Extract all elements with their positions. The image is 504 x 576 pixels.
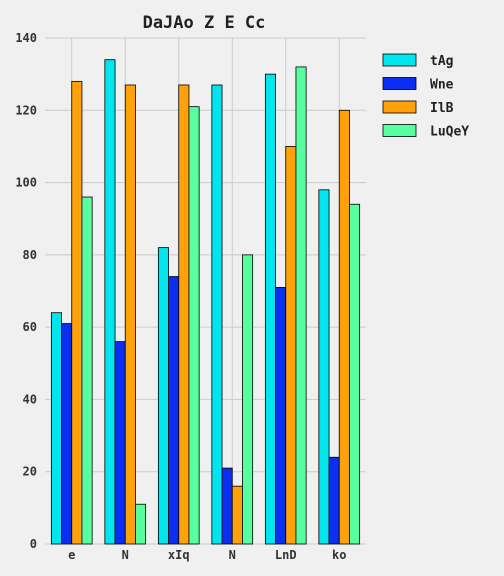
- bar-tAg-0: [50, 312, 62, 545]
- y-tick-label: 120: [15, 103, 37, 117]
- y-tick-label: 100: [15, 176, 37, 190]
- bar-IlB-2: [178, 84, 190, 545]
- bar-tAg-3: [211, 84, 223, 545]
- legend-swatch-Wne: [382, 77, 417, 90]
- y-tick-label: 20: [23, 465, 37, 479]
- y-tick-label: 140: [15, 31, 37, 45]
- legend: tAg Wne IlB LuQeY: [382, 53, 469, 140]
- legend-label-tAg: tAg: [430, 54, 453, 69]
- legend-label-Wne: Wne: [430, 78, 454, 93]
- y-tick-label: 60: [23, 320, 37, 334]
- bar-LuQeY-0: [81, 196, 93, 545]
- bar-Wne-2: [168, 276, 180, 545]
- bar-IlB-4: [285, 146, 297, 545]
- legend-label-IlB: IlB: [430, 101, 454, 116]
- x-tick-label: N: [122, 548, 129, 562]
- x-tick-label: xIq: [168, 548, 190, 562]
- bar-IlB-0: [71, 80, 83, 545]
- y-tick-label: 40: [23, 392, 37, 406]
- legend-swatch-tAg: [382, 53, 417, 67]
- x-tick-label: ko: [332, 548, 346, 562]
- y-tick-label: 0: [30, 537, 37, 551]
- bar-tAg-4: [264, 73, 276, 545]
- bar-LuQeY-1: [135, 503, 147, 545]
- bar-Wne-4: [275, 286, 287, 545]
- bar-LuQeY-2: [188, 106, 200, 545]
- bar-LuQeY-3: [242, 254, 254, 545]
- bar-IlB-5: [338, 109, 350, 545]
- x-tick-label: LnD: [275, 548, 297, 562]
- bar-Wne-3: [221, 467, 233, 545]
- x-tick-label: N: [229, 548, 236, 562]
- legend-label-LuQeY: LuQeY: [430, 125, 469, 140]
- bar-tAg-1: [104, 59, 116, 545]
- bar-Wne-1: [114, 341, 126, 545]
- bar-tAg-2: [157, 247, 169, 545]
- bar-tAg-5: [318, 189, 330, 545]
- bar-Wne-5: [328, 456, 340, 545]
- y-tick-label: 80: [23, 248, 37, 262]
- bar-IlB-3: [231, 485, 243, 545]
- bar-IlB-1: [124, 84, 136, 545]
- chart-title: DaJAo Z E Cc: [143, 13, 266, 33]
- legend-swatch-IlB: [382, 100, 417, 114]
- bar-LuQeY-5: [349, 203, 361, 545]
- bar-Wne-0: [61, 323, 73, 545]
- bar-LuQeY-4: [295, 66, 307, 545]
- legend-swatch-LuQeY: [382, 124, 417, 137]
- x-tick-label: e: [68, 548, 75, 562]
